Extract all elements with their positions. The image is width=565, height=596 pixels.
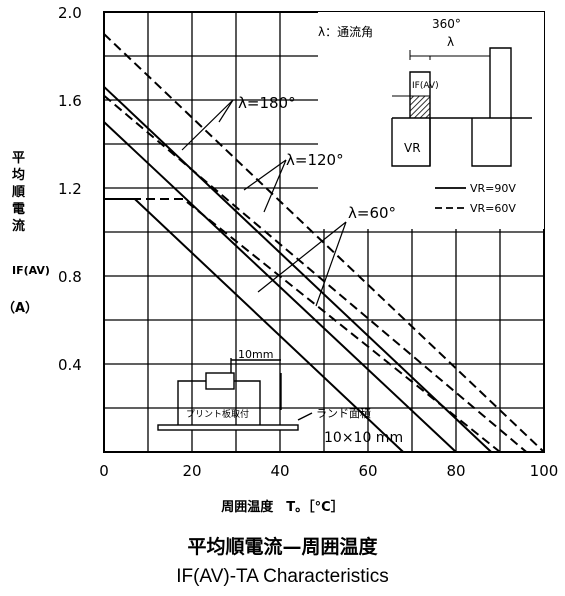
series-lines bbox=[103, 33, 545, 453]
y-tick-label: 1.2 bbox=[58, 180, 82, 198]
y-axis-label-char-2: 均 bbox=[12, 168, 26, 183]
y-axis-label-char-3: 順 bbox=[12, 185, 26, 200]
lambda-180-label: λ=180° bbox=[238, 94, 296, 112]
y-axis-symbol: IF(AV) bbox=[12, 264, 50, 277]
y-tick-label: 2.0 bbox=[58, 4, 82, 22]
period-label: 360° bbox=[432, 17, 461, 31]
series-line-120-60v bbox=[103, 94, 528, 453]
series-line-60-60v bbox=[104, 198, 501, 453]
series-line-120-90v bbox=[103, 121, 457, 453]
y-tick-labels: 0.4 0.8 1.2 1.6 2.0 bbox=[58, 4, 82, 374]
y-tick-label: 0.8 bbox=[58, 268, 82, 286]
x-axis-label: 周囲温度 T。［°C］ bbox=[221, 500, 344, 515]
legend-label-60v: VR=60V bbox=[470, 202, 516, 215]
land-area-label: ランド面積 bbox=[316, 406, 371, 420]
lambda-120-label: λ=120° bbox=[286, 151, 344, 169]
x-tick-label: 80 bbox=[446, 462, 465, 480]
series-line-180-60v bbox=[103, 33, 545, 453]
chart-subtitle: IF(AV)-TA Characteristics bbox=[176, 566, 389, 587]
x-tick-label: 60 bbox=[358, 462, 377, 480]
inset-current-label: IF(AV) bbox=[412, 81, 439, 91]
y-axis-label-char-1: 平 bbox=[12, 151, 26, 166]
legend-label-90v: VR=90V bbox=[470, 182, 516, 195]
y-tick-label: 1.6 bbox=[58, 92, 82, 110]
x-tick-labels: 0 20 40 60 80 100 bbox=[99, 462, 558, 480]
conduction-angle-label: λ：通流角 bbox=[318, 25, 373, 39]
y-axis-label-char-5: 流 bbox=[12, 219, 26, 234]
board-mount-label: プリント板取付 bbox=[186, 408, 249, 420]
lambda-symbol: λ bbox=[447, 35, 454, 49]
y-tick-label: 0.4 bbox=[58, 356, 82, 374]
lead-length-label: 10mm bbox=[238, 348, 273, 361]
chart-title: 平均順電流—周囲温度 bbox=[187, 536, 378, 558]
y-axis-label-char-4: 電 bbox=[12, 202, 26, 217]
x-tick-label: 0 bbox=[99, 462, 109, 480]
x-tick-label: 40 bbox=[270, 462, 289, 480]
series-line-180-90v bbox=[103, 86, 492, 453]
land-size-label: 10×10 mm bbox=[324, 430, 403, 446]
lambda-60-label: λ=60° bbox=[348, 204, 396, 222]
average-current-hatch bbox=[409, 95, 431, 119]
x-tick-label: 100 bbox=[530, 462, 559, 480]
label-leaders bbox=[181, 99, 347, 307]
pcb-mount-inset bbox=[157, 358, 313, 431]
x-tick-label: 20 bbox=[182, 462, 201, 480]
inset-voltage-label: VR bbox=[404, 141, 421, 155]
y-axis-unit: （A） bbox=[2, 301, 39, 316]
inset-background bbox=[318, 12, 544, 229]
